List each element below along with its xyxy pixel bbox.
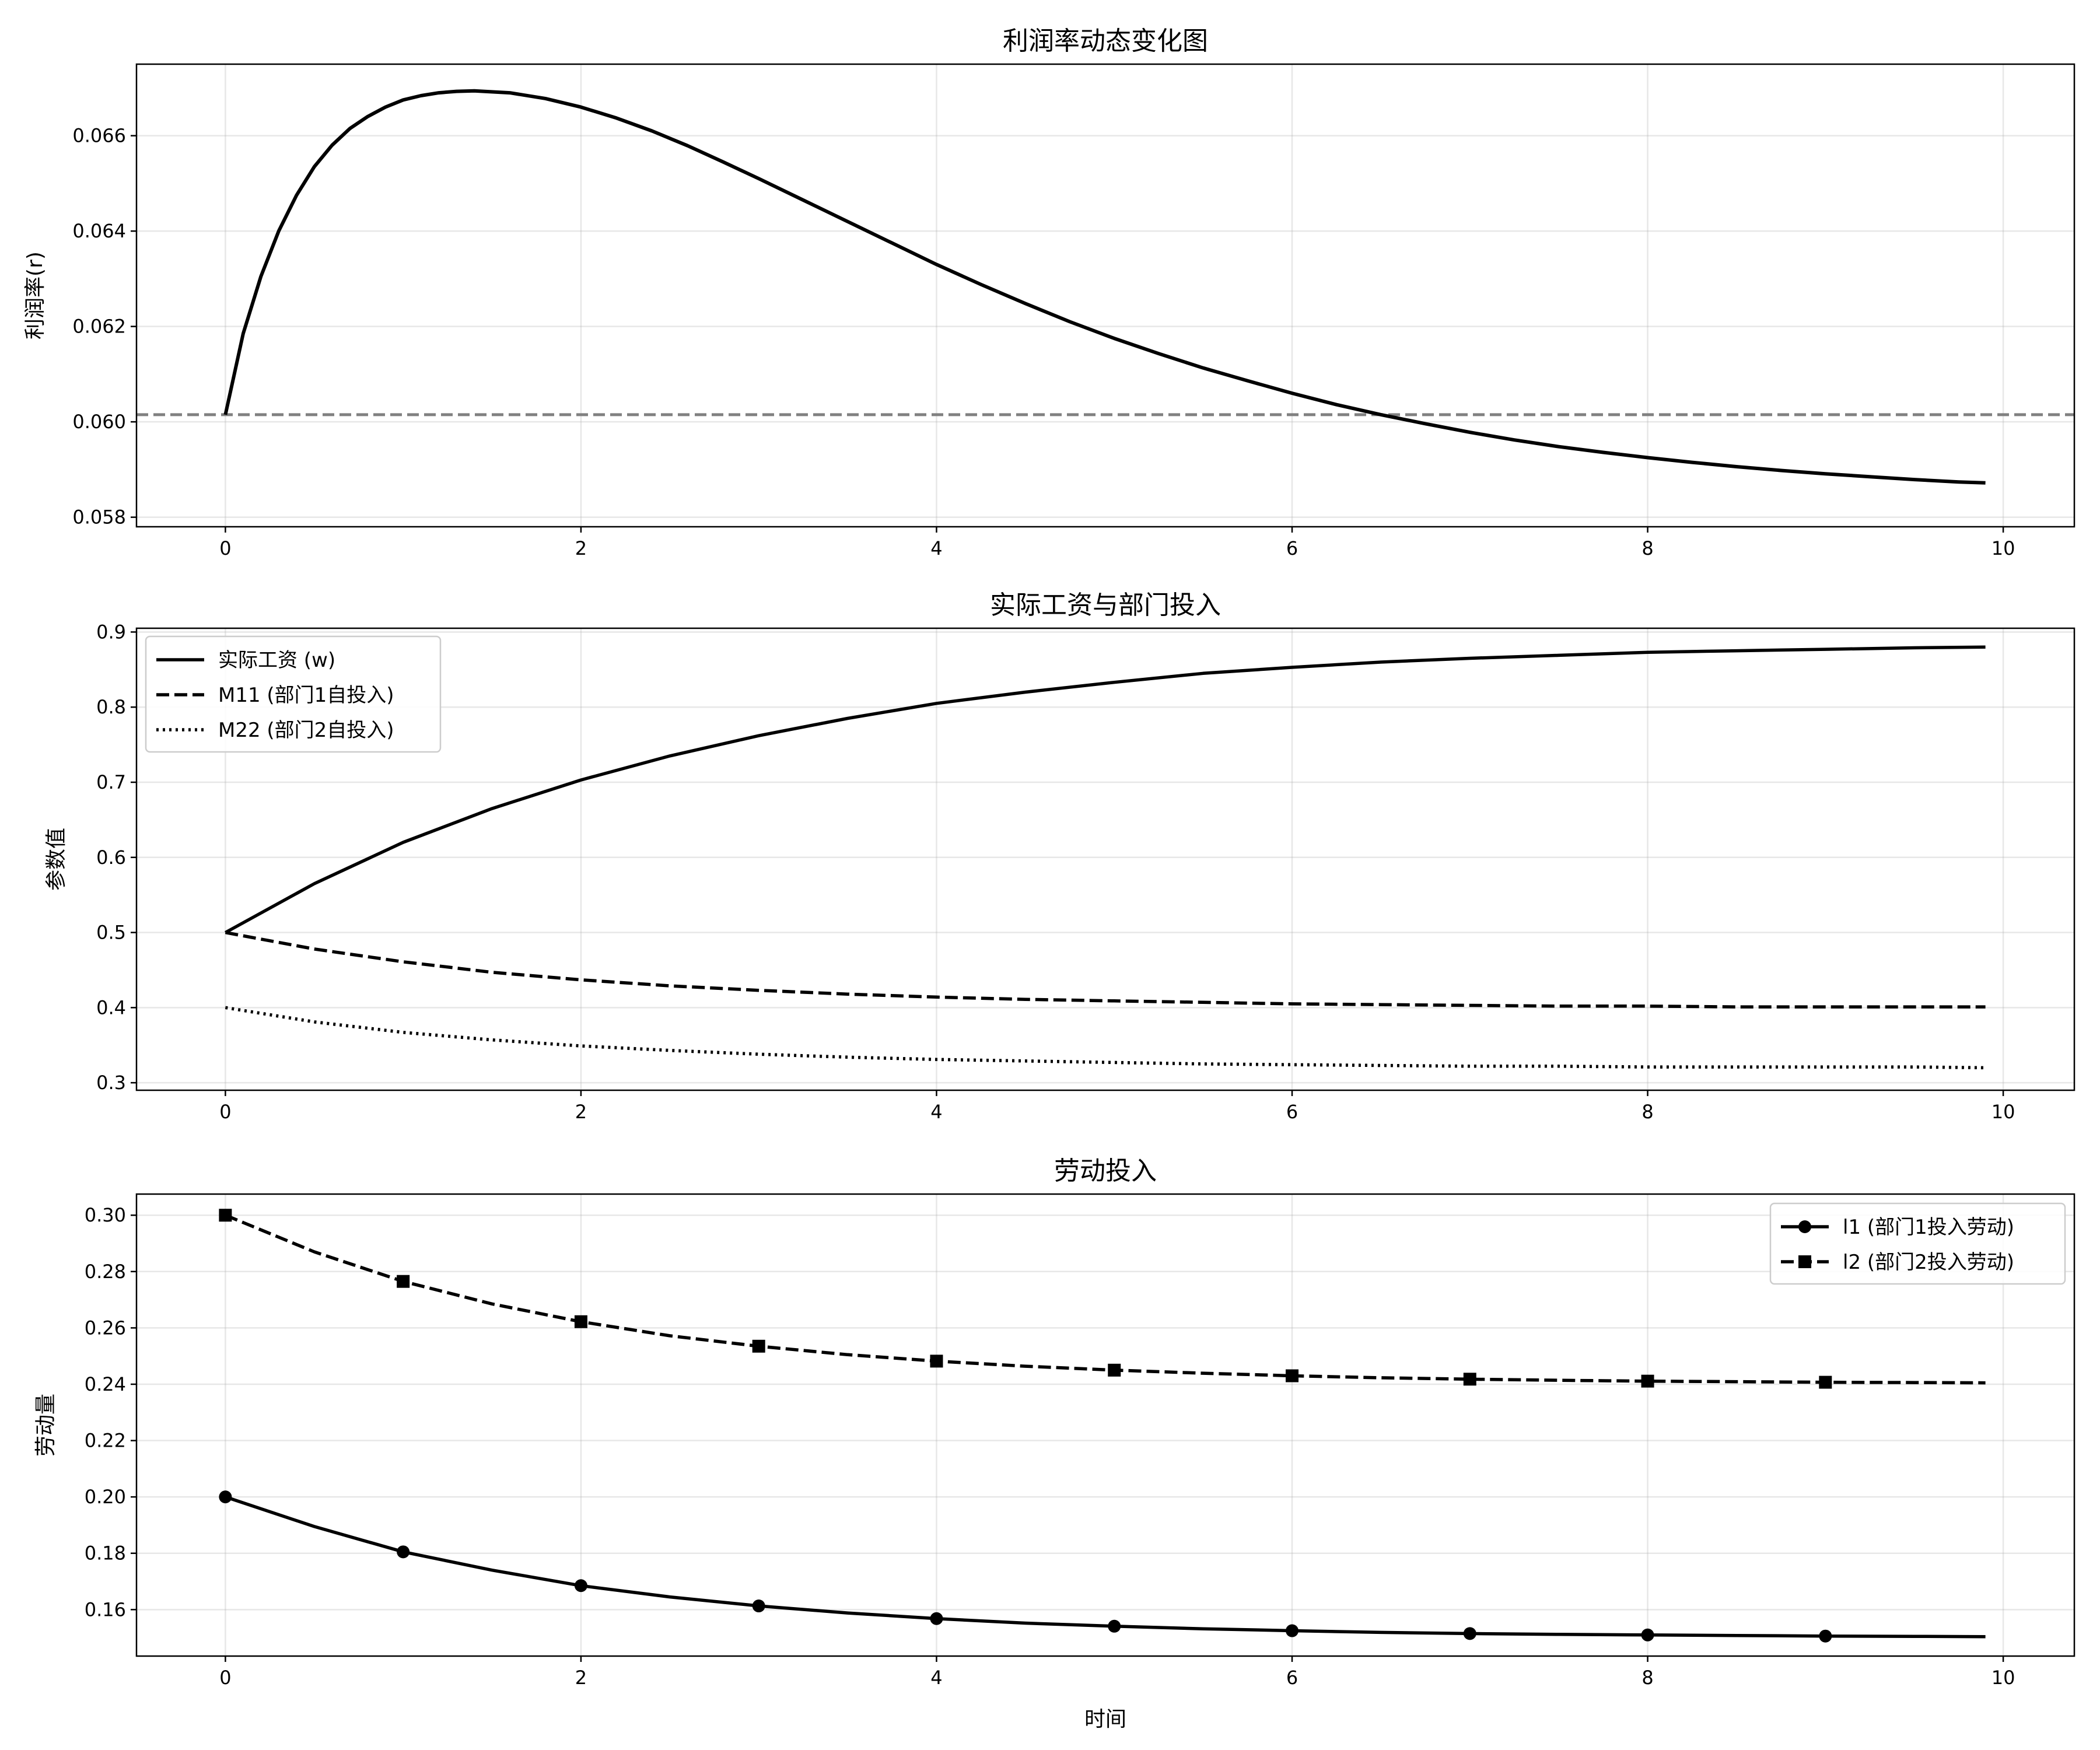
x-tick-label: 4 <box>930 1101 942 1123</box>
y-tick-label: 0.18 <box>85 1542 126 1564</box>
x-tick-label: 8 <box>1642 1667 1653 1689</box>
data-point <box>1641 1374 1654 1388</box>
legend-marker <box>1798 1255 1811 1268</box>
chart-title: 利润率动态变化图 <box>1003 26 1208 56</box>
data-layer <box>219 1209 1986 1643</box>
chart-title: 劳动投入 <box>1054 1156 1157 1186</box>
data-layer <box>136 89 2074 485</box>
series-line-1 <box>223 89 1986 485</box>
series-line-1 <box>225 645 1986 935</box>
data-point <box>1819 1376 1832 1389</box>
x-tick-label: 6 <box>1286 537 1298 559</box>
x-tick-label: 10 <box>1992 1667 2015 1689</box>
chart-title: 实际工资与部门投入 <box>990 590 1221 620</box>
subplot-3: 0 2 4 6 8 10 0.16 0.18 0.20 0.22 0.24 0.26 0.28 0.30 劳… <box>34 1156 2076 1731</box>
data-point <box>752 1600 765 1613</box>
data-point <box>1463 1627 1476 1640</box>
x-tick-label: 4 <box>930 1667 942 1689</box>
data-point <box>1819 1629 1832 1643</box>
y-tick-label: 0.16 <box>85 1598 126 1620</box>
legend-label-1: 实际工资 (w) <box>218 649 335 672</box>
x-tick-label: 10 <box>1992 537 2015 559</box>
y-tick-label: 0.066 <box>72 125 126 147</box>
x-tick-label: 2 <box>575 1101 587 1123</box>
data-point <box>397 1275 410 1288</box>
subplots: 0 2 4 6 8 10 0.058 0.060 0.062 0.064 0.066 利润率动态变化图… <box>23 26 2076 1731</box>
series-line-2 <box>225 930 1986 1009</box>
data-point <box>930 1354 943 1368</box>
legend: l1 (部门1投入劳动) l2 (部门2投入劳动) <box>1769 1202 2066 1285</box>
x-tick-label: 6 <box>1286 1101 1298 1123</box>
y-axis-label: 劳动量 <box>34 1394 58 1457</box>
data-point <box>1286 1369 1299 1382</box>
y-tick-label: 0.30 <box>85 1204 126 1226</box>
legend-marker <box>1798 1220 1811 1233</box>
y-tick-label: 0.6 <box>96 846 126 869</box>
data-point <box>1108 1619 1121 1633</box>
series-line-3 <box>225 1006 1986 1070</box>
axes-frame <box>135 63 2076 528</box>
subplot-2: 0 2 4 6 8 10 0.3 0.4 0.5 0.6 0.7 0.8 0.9 实际工资与部门投入参数值… <box>44 590 2076 1123</box>
y-tick-label: 0.060 <box>72 411 126 433</box>
y-tick-label: 0.058 <box>72 506 126 528</box>
data-point <box>219 1209 232 1222</box>
y-tick-label: 0.9 <box>96 621 126 643</box>
x-tick-label: 2 <box>575 537 587 559</box>
legend: 实际工资 (w) M11 (部门1自投入) M22 (部门2自投入) <box>145 635 442 753</box>
y-tick-label: 0.8 <box>96 696 126 718</box>
axes-frame <box>135 1193 2076 1657</box>
x-tick-label: 10 <box>1992 1101 2015 1123</box>
data-layer <box>225 645 1986 1070</box>
y-tick-label: 0.062 <box>72 316 126 338</box>
data-point <box>1463 1373 1476 1386</box>
data-point <box>219 1490 232 1504</box>
x-tick-label: 0 <box>219 537 231 559</box>
y-axis-label: 利润率(r) <box>23 251 47 340</box>
legend-label-3: M22 (部门2自投入) <box>218 719 394 742</box>
data-point <box>930 1612 943 1625</box>
y-tick-label: 0.24 <box>85 1373 126 1395</box>
data-point <box>574 1579 587 1592</box>
y-tick-label: 0.20 <box>85 1486 126 1508</box>
legend-frame <box>1769 1202 2066 1285</box>
x-tick-label: 4 <box>930 537 942 559</box>
y-tick-label: 0.4 <box>96 996 126 1019</box>
y-tick-label: 0.7 <box>96 771 126 793</box>
data-point <box>397 1545 410 1559</box>
x-tick-label: 2 <box>575 1667 587 1689</box>
y-tick-label: 0.22 <box>85 1430 126 1452</box>
y-tick-label: 0.3 <box>96 1072 126 1094</box>
y-tick-label: 0.5 <box>96 922 126 944</box>
x-axis-label: 时间 <box>1084 1707 1126 1731</box>
x-tick-label: 6 <box>1286 1667 1298 1689</box>
legend-label-1: l1 (部门1投入劳动) <box>1843 1216 2014 1239</box>
x-tick-label: 8 <box>1642 537 1653 559</box>
data-point <box>574 1315 587 1328</box>
data-point <box>1286 1624 1299 1637</box>
legend-label-2: l2 (部门2投入劳动) <box>1843 1251 2014 1274</box>
x-tick-label: 8 <box>1642 1101 1653 1123</box>
axes-frame <box>135 627 2076 1091</box>
legend-label-2: M11 (部门1自投入) <box>218 684 394 707</box>
data-point <box>752 1339 765 1353</box>
legend-frame <box>145 635 442 753</box>
x-tick-label: 0 <box>219 1667 231 1689</box>
x-tick-label: 0 <box>219 1101 231 1123</box>
data-point <box>1108 1363 1121 1377</box>
subplot-1: 0 2 4 6 8 10 0.058 0.060 0.062 0.064 0.066 利润率动态变化图… <box>23 26 2076 559</box>
y-tick-label: 0.064 <box>72 220 126 242</box>
y-tick-label: 0.26 <box>85 1317 126 1339</box>
y-axis-label: 参数值 <box>44 828 68 891</box>
data-point <box>1641 1628 1654 1642</box>
y-tick-label: 0.28 <box>85 1261 126 1283</box>
